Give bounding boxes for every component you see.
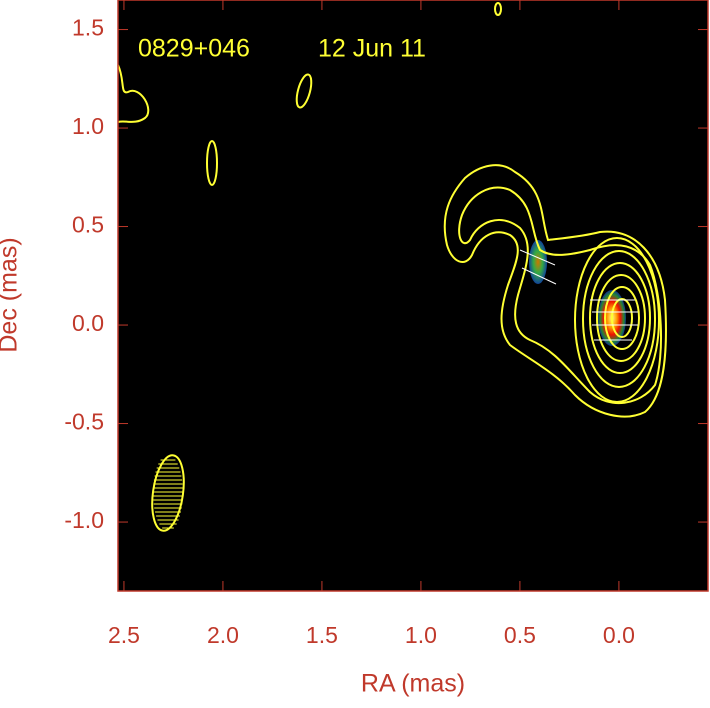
- contour: [295, 73, 313, 109]
- contour: [596, 274, 646, 362]
- pol-vector: [521, 267, 557, 285]
- contour: [494, 2, 502, 16]
- contour: [589, 262, 651, 374]
- x-tick-label: 1.0: [405, 622, 437, 648]
- y-tick-label: 0.5: [72, 212, 104, 238]
- pol-vector: [519, 249, 556, 266]
- x-tick-label: 2.0: [207, 622, 239, 648]
- beam: [151, 454, 185, 532]
- contour: [206, 140, 218, 186]
- source-name: 0829+046: [138, 35, 250, 63]
- y-tick-label: -1.0: [64, 507, 104, 533]
- contour: [443, 164, 667, 418]
- contour: [458, 186, 663, 405]
- polarization-vectors: [519, 249, 638, 341]
- y-axis-label: Dec (mas): [0, 237, 23, 352]
- x-tick-label: 2.5: [108, 622, 140, 648]
- y-tick-label: 0.0: [72, 310, 104, 336]
- contour: [117, 64, 150, 123]
- contour: [604, 286, 640, 350]
- y-tick-label: 1.0: [72, 113, 104, 139]
- observation-date: 12 Jun 11: [318, 35, 426, 63]
- x-tick-label: 1.5: [306, 622, 338, 648]
- x-tick-label: 0.0: [603, 622, 635, 648]
- contour: [611, 298, 633, 338]
- x-axis-label: RA (mas): [361, 670, 465, 698]
- y-tick-label: -0.5: [64, 409, 104, 435]
- x-tick-label: 0.5: [504, 622, 536, 648]
- plot-frame: [117, 0, 709, 592]
- contours: [117, 2, 667, 532]
- y-tick-label: 1.5: [72, 15, 104, 41]
- contour: [574, 237, 660, 403]
- contour: [582, 250, 656, 388]
- beam-hatch: [153, 459, 183, 529]
